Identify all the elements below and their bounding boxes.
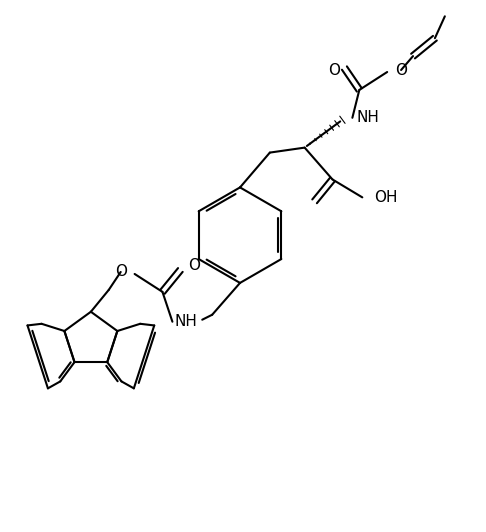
Text: O: O (115, 264, 127, 279)
Text: O: O (188, 257, 200, 272)
Text: O: O (329, 63, 341, 78)
Text: O: O (395, 63, 407, 78)
Text: OH: OH (374, 190, 398, 205)
Text: NH: NH (356, 110, 379, 125)
Text: NH: NH (175, 314, 198, 329)
